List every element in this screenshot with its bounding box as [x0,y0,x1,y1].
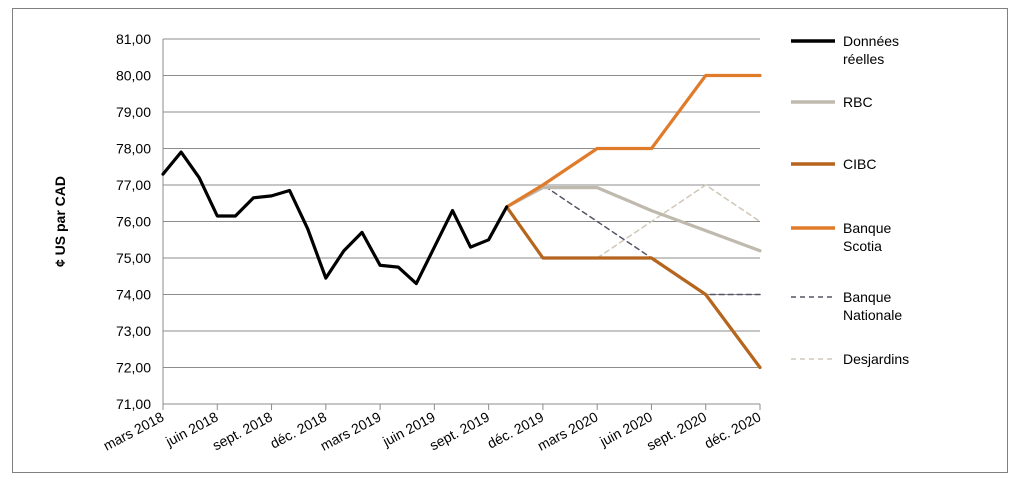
legend-label: CIBC [843,156,876,172]
x-tick-label: mars 2019 [318,408,384,453]
legend-label: Scotia [843,238,882,254]
y-tick-label: 76,00 [116,214,151,230]
y-tick-label: 73,00 [116,323,151,339]
x-tick-label: sept. 2019 [427,408,492,453]
series-line-banque-scotia [505,73,762,209]
series-line-donn-es-r-elles [161,150,509,286]
gridlines [163,38,760,405]
x-tick-label: mars 2020 [535,408,601,453]
axes: 71,00 72,00 73,00 74,00 75,00 76,00 77,00 78,00… [100,31,763,454]
y-tick-label: 71,00 [116,396,151,412]
legend-label: Nationale [843,307,902,323]
x-tick-label: sept. 2018 [210,408,275,453]
chart-frame: 71,00 72,00 73,00 74,00 75,00 76,00 77,00 78,00… [12,8,1008,473]
legend-label: Banque [843,289,891,305]
series-line-cibc [505,205,762,370]
line-chart: 71,00 72,00 73,00 74,00 75,00 76,00 77,00 78,00… [52,31,909,454]
y-tick-label: 79,00 [116,104,151,120]
legend-label: Desjardins [843,351,909,367]
legend-label: réelles [843,51,884,67]
legend-label: Données [843,33,899,49]
x-tick-label: mars 2018 [100,408,166,453]
y-tick-label: 78,00 [116,141,151,157]
y-tick-label: 81,00 [116,31,151,47]
x-tick-label: déc. 2020 [702,408,764,451]
y-axis-label: ¢ US par CAD [52,176,68,267]
x-tick-label: sept. 2020 [644,408,709,453]
series-line-rbc [505,186,762,253]
y-tick-label: 74,00 [116,287,151,303]
y-tick-label: 72,00 [116,360,151,376]
legend-label: RBC [843,94,873,110]
legend-label: Banque [843,220,891,236]
legend: Données réelles RBC CIBC Banque Scotia Banque N… [791,33,909,367]
series-lines [161,73,762,370]
y-tick-label: 80,00 [116,68,151,84]
y-tick-label: 77,00 [116,177,151,193]
y-tick-label: 75,00 [116,250,151,266]
